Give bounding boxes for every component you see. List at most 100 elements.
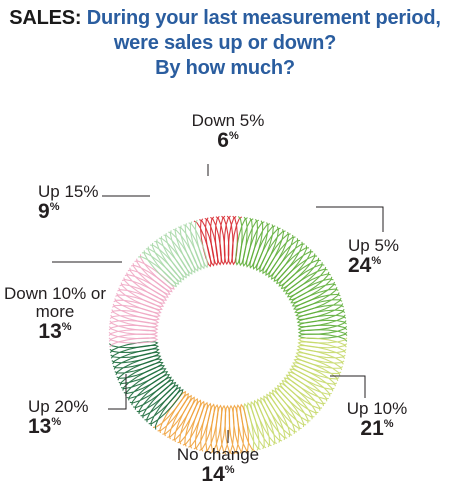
category-label: Up 20% [28, 397, 89, 416]
coil-loop [145, 242, 182, 283]
coil-loop [297, 325, 348, 336]
coil-loop [136, 381, 177, 419]
coil-loop [296, 344, 347, 359]
coil-loop [108, 341, 159, 354]
coil-loop [163, 230, 193, 275]
coil-loop [215, 215, 226, 266]
coil-loop [289, 368, 335, 397]
coil-loop [268, 234, 301, 278]
coil-loop [134, 254, 175, 290]
coil-loop [108, 326, 159, 337]
coil-loop [119, 277, 166, 304]
coil-loop [281, 379, 323, 416]
coil-loop [296, 303, 346, 321]
slice-up-10 [243, 337, 348, 452]
coil-loop [221, 215, 231, 266]
coil-loop [292, 362, 340, 387]
value-number: 13 [38, 319, 62, 343]
coil-loop [294, 292, 343, 314]
coil-loop [204, 216, 219, 267]
coil-loop [265, 231, 296, 276]
coil-loop [295, 297, 344, 317]
category-label: Up 15% [38, 182, 99, 201]
coil-loop [283, 377, 326, 411]
value-label: 13% [28, 414, 118, 438]
coil-loop [250, 400, 272, 450]
coil-loop [297, 314, 347, 328]
category-label: No change [176, 445, 260, 464]
coil-loop [133, 379, 175, 415]
coil-loop [290, 276, 337, 304]
coil-loop [108, 337, 159, 348]
value-number: 9 [38, 199, 50, 223]
value-unit: % [61, 320, 72, 333]
coil-loop [111, 351, 161, 370]
coil-loop [270, 238, 305, 280]
leader-line [316, 206, 384, 232]
value-label: 6% [178, 129, 278, 152]
coil-loop [117, 282, 165, 307]
coil-loop [114, 358, 163, 381]
coil-loop [246, 401, 267, 451]
coil-loop [158, 233, 190, 277]
coil-loop [274, 387, 311, 428]
value-unit: % [383, 417, 394, 430]
coil-loop [291, 281, 339, 307]
coil-loop [280, 253, 321, 290]
coil-loop [235, 216, 248, 266]
value-label: 21% [332, 417, 422, 440]
coil-loop [297, 331, 348, 342]
coil-loop [124, 267, 169, 298]
leader-line [108, 374, 127, 410]
coil-loop [162, 394, 192, 440]
coil-loop [278, 249, 318, 287]
coil-loop [126, 373, 171, 406]
slice-down-10-or-more [108, 254, 175, 348]
coil-loop [183, 221, 205, 270]
value-label: 9% [38, 199, 118, 223]
coil-loop [295, 352, 345, 371]
coil-loop [167, 396, 195, 442]
coil-loop [199, 403, 216, 453]
coil-loop [245, 218, 265, 268]
coil-loop [231, 215, 243, 266]
coil-loop [199, 217, 215, 267]
coil-loop [111, 298, 161, 317]
coil-loop [286, 266, 331, 298]
coil-loop [110, 303, 160, 321]
coil-loop [112, 355, 162, 376]
coil-loop [266, 393, 298, 438]
coil-loop [253, 399, 278, 448]
coil-loop [204, 403, 219, 454]
coil-loop [109, 344, 160, 359]
coil-loop [127, 263, 171, 296]
coil-loop [260, 396, 288, 443]
coil-loop [193, 218, 212, 268]
coil-loop [297, 341, 348, 354]
coil-ring [108, 215, 348, 455]
coil-loop [290, 365, 338, 392]
coil-loop [210, 404, 223, 455]
coil-loop [297, 320, 348, 332]
value-number: 13 [28, 414, 52, 438]
value-unit: % [228, 129, 239, 142]
leader-lines [52, 164, 384, 443]
coil-loop [116, 361, 164, 386]
coil-loop [123, 371, 169, 401]
coil-loop [256, 224, 281, 272]
coil-loop [243, 402, 261, 452]
coil-loop [263, 395, 293, 441]
category-label: Up 5% [348, 236, 400, 255]
slice-up-5 [235, 216, 348, 342]
coil-loop [118, 365, 166, 391]
value-label: 24% [348, 254, 428, 277]
slice-no-change [152, 390, 256, 455]
coil-loop [129, 376, 172, 410]
coil-loop [148, 388, 184, 430]
title-line-3: By how much? [155, 57, 295, 79]
coil-loop [109, 314, 159, 328]
title-line-1: SALES: During your last measurement peri… [0, 6, 450, 31]
title-line-2: were sales up or down? [113, 32, 337, 54]
coil-loop [168, 227, 196, 274]
coil-loop [121, 368, 167, 396]
